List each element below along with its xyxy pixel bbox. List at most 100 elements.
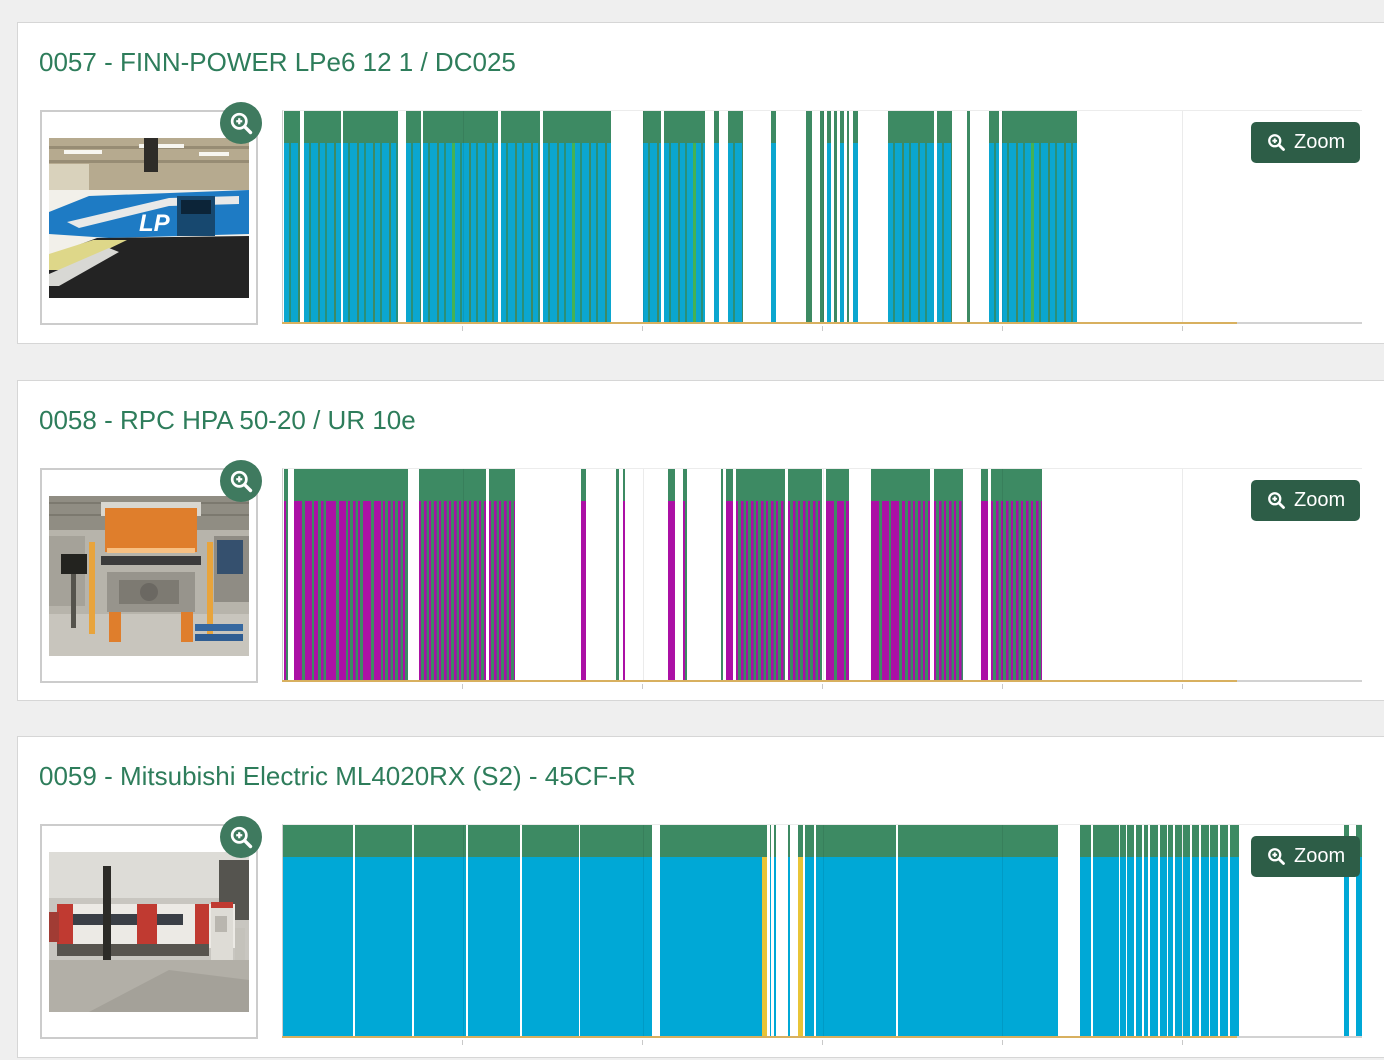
- segment-fill: [489, 501, 515, 682]
- segment-fill: [362, 501, 384, 682]
- segment-fill: [774, 857, 776, 1038]
- magnifier-plus-icon: [1268, 134, 1285, 151]
- segment-fill: [787, 857, 791, 1038]
- segment-fill: [316, 501, 329, 682]
- axis-tick: [822, 1040, 823, 1045]
- timeline-segment: [316, 469, 329, 682]
- segment-fill: [543, 143, 611, 324]
- segment-fill: [1093, 857, 1120, 1038]
- timeline-segment: [736, 469, 785, 682]
- timeline-segment: [1149, 825, 1159, 1038]
- timeline-segment: [988, 111, 1000, 324]
- timeline-segment: [727, 111, 743, 324]
- magnifier-plus-icon: [1268, 848, 1285, 865]
- axis-tick: [1002, 684, 1003, 689]
- axis-tick: [462, 684, 463, 689]
- machine-thumbnail[interactable]: [40, 816, 262, 1039]
- segment-fill: [1143, 857, 1149, 1038]
- segment-fill: [347, 501, 363, 682]
- segment-fill: [1220, 857, 1229, 1038]
- timeline-segment: [898, 825, 1058, 1038]
- machine-photo: LP: [49, 138, 249, 298]
- axis-tick: [822, 684, 823, 689]
- machine-thumbnail[interactable]: [40, 460, 262, 683]
- timeline-segment: [616, 469, 619, 682]
- segment-fill: [1174, 857, 1182, 1038]
- gridline: [1002, 825, 1004, 1038]
- timeline-segment: [1192, 825, 1200, 1038]
- timeline-segment: [1174, 825, 1182, 1038]
- segment-fill: [521, 857, 579, 1038]
- segment-fill: [727, 143, 743, 324]
- timeline-segment: [1343, 825, 1350, 1038]
- timeline-segment: [521, 825, 579, 1038]
- segment-fill: [933, 501, 963, 682]
- timeline-segment: [806, 111, 812, 324]
- machine-thumbnail[interactable]: LP: [40, 102, 262, 325]
- thumbnail-zoom-icon[interactable]: [220, 460, 262, 502]
- machine-card: 0057 - FINN-POWER LPe6 12 1 / DC025 LP: [17, 22, 1384, 344]
- segment-fill: [663, 143, 705, 324]
- timeline-segment: [852, 111, 859, 324]
- timeline-segment: [871, 469, 904, 682]
- timeline-segment: [414, 825, 467, 1038]
- machine-timeline-chart: [282, 468, 1362, 692]
- segment-fill: [990, 501, 1042, 682]
- zoom-button[interactable]: Zoom: [1251, 836, 1361, 877]
- segment-fill: [713, 143, 719, 324]
- timeline-segment: [1200, 825, 1209, 1038]
- timeline-segment: [805, 825, 814, 1038]
- segment-fill: [354, 857, 413, 1038]
- machine-timeline-chart: [282, 110, 1362, 334]
- zoom-button[interactable]: Zoom: [1251, 122, 1361, 163]
- segment-fill: [1183, 857, 1191, 1038]
- timeline-segment: [933, 469, 963, 682]
- segment-fill: [406, 143, 422, 324]
- timeline-segment: [726, 469, 733, 682]
- axis-tick: [642, 326, 643, 331]
- axis-tick: [1002, 1040, 1003, 1045]
- thumbnail-zoom-icon[interactable]: [220, 816, 262, 858]
- timeline-segment: [1080, 825, 1092, 1038]
- segment-fill: [343, 143, 399, 324]
- timeline-segment: [1159, 825, 1167, 1038]
- segment-fill: [1135, 857, 1142, 1038]
- timeline-segment: [981, 469, 988, 682]
- timeline-segment: [1183, 825, 1191, 1038]
- segment-fill: [293, 501, 317, 682]
- timeline-segment: [1127, 825, 1135, 1038]
- segment-fill: [283, 857, 354, 1038]
- segment-fill: [1229, 857, 1239, 1038]
- timeline-segment: [1210, 825, 1219, 1038]
- machine-photo: [49, 852, 249, 1012]
- zoom-button-label: Zoom: [1294, 845, 1346, 867]
- segment-fill: [769, 857, 771, 1038]
- zoom-button[interactable]: Zoom: [1251, 480, 1361, 521]
- timeline-plot: [282, 824, 1362, 1038]
- time-axis-remaining: [1236, 1036, 1362, 1038]
- segment-fill: [414, 857, 467, 1038]
- thumbnail-zoom-icon[interactable]: [220, 102, 262, 144]
- timeline-segment: [903, 469, 931, 682]
- timeline-segment: [787, 469, 823, 682]
- timeline-segment: [847, 111, 850, 324]
- gridline: [1002, 111, 1004, 324]
- timeline-segment: [683, 469, 687, 682]
- gridline: [1182, 469, 1184, 682]
- axis-tick: [462, 1040, 463, 1045]
- timeline-segment: [362, 469, 384, 682]
- timeline-segment: [383, 469, 409, 682]
- timeline-segment: [343, 111, 399, 324]
- segment-fill: [903, 501, 931, 682]
- time-axis-remaining: [1236, 322, 1362, 324]
- timeline-segment: [283, 825, 354, 1038]
- timeline-segment: [769, 825, 771, 1038]
- segment-fill: [643, 143, 661, 324]
- svg-text:LP: LP: [139, 210, 171, 237]
- segment-fill: [1149, 857, 1159, 1038]
- timeline-segment: [328, 469, 348, 682]
- segment-fill: [825, 501, 850, 682]
- timeline-segment: [1168, 825, 1174, 1038]
- segment-fill: [622, 501, 626, 682]
- segment-fill: [871, 501, 904, 682]
